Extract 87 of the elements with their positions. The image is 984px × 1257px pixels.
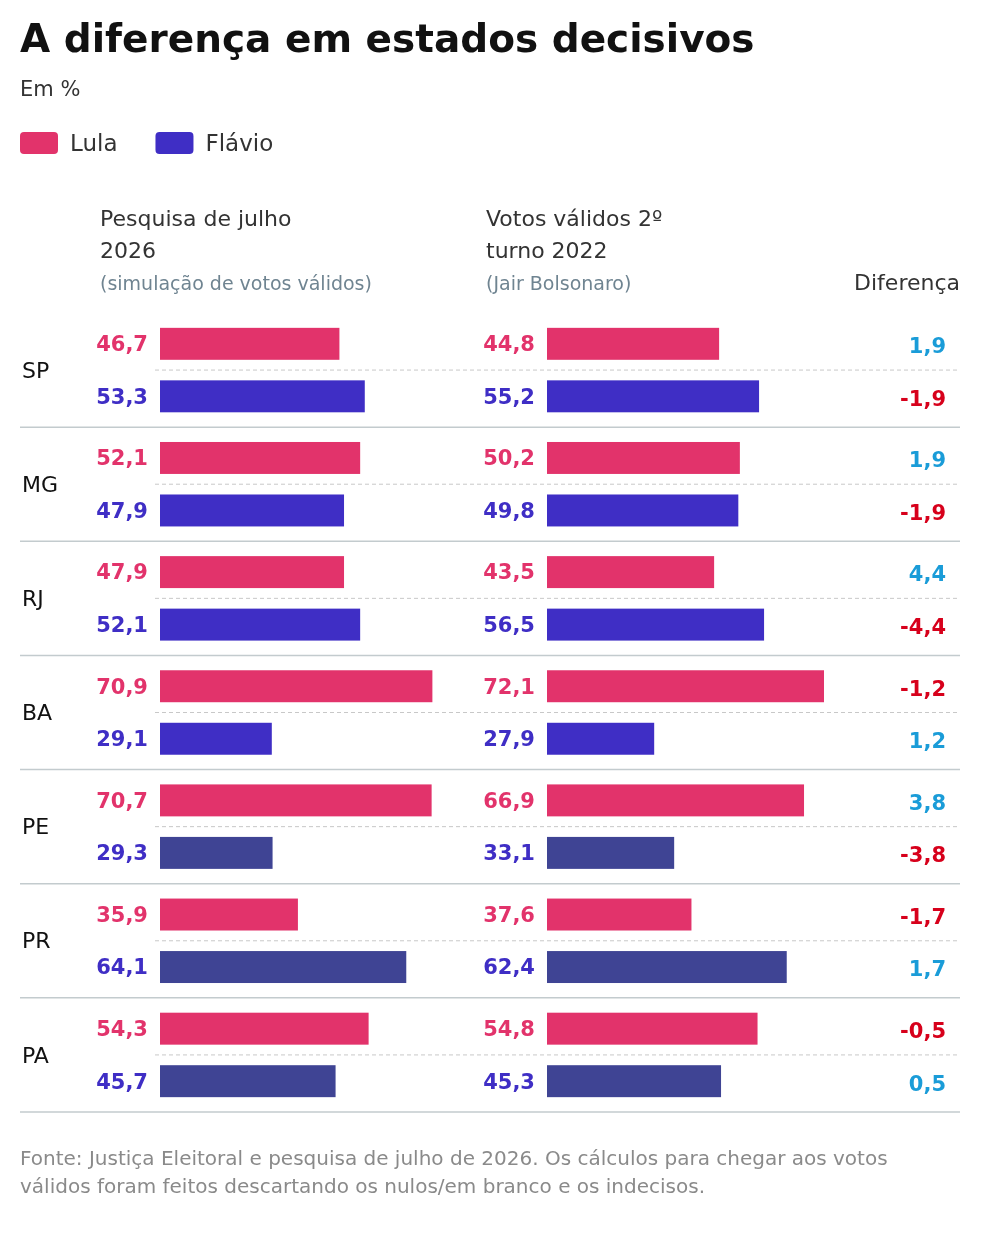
data-label: 45,3: [483, 1069, 535, 1094]
y-tick-label: PE: [22, 814, 50, 840]
data-label: 35,9: [96, 902, 148, 927]
bar: [160, 556, 345, 589]
bar: [547, 722, 655, 755]
legend-label: Flávio: [205, 130, 274, 157]
bar: [547, 951, 787, 984]
text: 3,8: [908, 790, 946, 815]
bar: [547, 898, 692, 931]
bar: [160, 898, 298, 931]
bar: [547, 556, 715, 589]
text: -1,7: [900, 904, 946, 929]
bar: [160, 608, 361, 641]
bar: [160, 784, 432, 817]
text: -1,9: [900, 500, 946, 525]
bar: [160, 836, 273, 869]
bar: [160, 951, 407, 984]
bar: [160, 327, 340, 360]
data-label: 45,7: [96, 1069, 148, 1094]
data-label: 64,1: [96, 955, 148, 980]
bar: [547, 494, 739, 527]
text: 1,9: [908, 334, 946, 359]
text: A diferença em estados decisivos: [20, 16, 755, 61]
chart-subtitle: (simulação de votos válidos): [100, 272, 372, 294]
data-label: 52,1: [96, 612, 148, 637]
bar: [160, 670, 433, 703]
y-tick-label: RJ: [22, 586, 44, 612]
data-label: 50,2: [483, 446, 535, 471]
text: -1,9: [900, 386, 946, 411]
data-label: 47,9: [96, 560, 148, 585]
data-label: 43,5: [483, 560, 535, 585]
text: 1,9: [908, 448, 946, 473]
chart-subtitle: (Jair Bolsonaro): [486, 272, 632, 294]
bar: [547, 1012, 758, 1045]
bar: [160, 494, 345, 527]
data-label: 54,8: [483, 1017, 535, 1042]
text: -0,5: [900, 1019, 946, 1044]
data-label: 56,5: [483, 612, 535, 637]
source-note: Fonte: Justiça Eleitoral e pesquisa de julho de 2026. Os cálculos para chegar aos votos válidos foram feitos descartando os nulos/em branco e os indecisos.: [20, 1146, 888, 1198]
text: 1,2: [908, 729, 946, 754]
y-tick-label: PR: [22, 928, 51, 954]
text: -3,8: [900, 843, 946, 868]
y-tick-label: PA: [22, 1042, 49, 1068]
data-label: 46,7: [96, 332, 148, 357]
data-label: 29,3: [96, 841, 148, 866]
bar: [547, 1065, 722, 1098]
bar: [547, 836, 675, 869]
data-label: 47,9: [96, 498, 148, 523]
text: 4,4: [908, 562, 946, 587]
data-label: 55,2: [483, 384, 535, 409]
bar: [160, 1012, 369, 1045]
y-tick-label: SP: [22, 357, 50, 383]
chart-title: Votos válidos 2º turno 2022: [486, 206, 663, 263]
bar: [160, 441, 361, 474]
data-label: 27,9: [483, 727, 535, 752]
data-label: 54,3: [96, 1017, 148, 1042]
data-label: 72,1: [483, 674, 535, 699]
text: Em %: [20, 77, 81, 101]
data-label: 53,3: [96, 384, 148, 409]
text: 0,5: [908, 1071, 946, 1096]
data-label: 29,1: [96, 727, 148, 752]
bar: [547, 608, 765, 641]
text: 1,7: [908, 957, 946, 982]
bar: [160, 722, 272, 755]
bar: [547, 784, 805, 817]
bar: [547, 670, 824, 703]
text: -4,4: [900, 614, 946, 639]
bar: [160, 1065, 336, 1098]
bar: [547, 327, 720, 360]
bar: [160, 380, 365, 413]
chart-title: Pesquisa de julho 2026: [100, 206, 292, 263]
text: -1,2: [900, 676, 946, 701]
data-label: 49,8: [483, 498, 535, 523]
data-label: 70,9: [96, 674, 148, 699]
y-tick-label: MG: [22, 471, 59, 497]
y-tick-label: BA: [22, 700, 53, 726]
data-label: 52,1: [96, 446, 148, 471]
data-label: 70,7: [96, 788, 148, 813]
text: Diferença: [854, 270, 960, 295]
bar: [547, 441, 740, 474]
legend-label: Lula: [70, 130, 118, 157]
data-label: 44,8: [483, 332, 535, 357]
data-label: 62,4: [483, 955, 535, 980]
bar: [547, 380, 760, 413]
data-label: 33,1: [483, 841, 535, 866]
data-label: 37,6: [483, 902, 535, 927]
data-label: 66,9: [483, 788, 535, 813]
